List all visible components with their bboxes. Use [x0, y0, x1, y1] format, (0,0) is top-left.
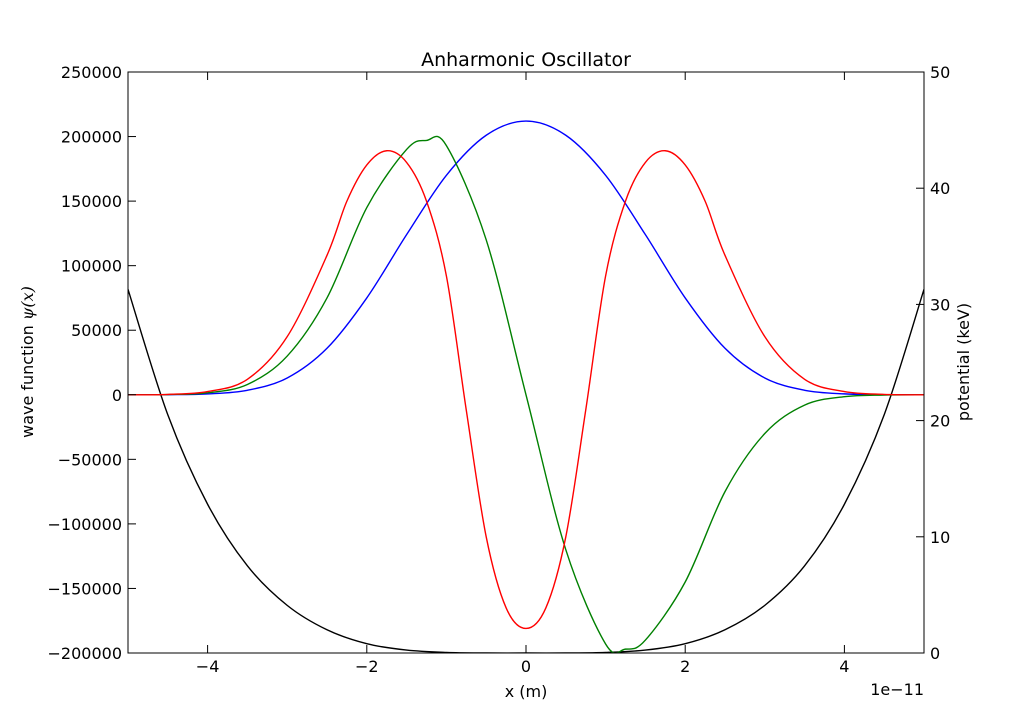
x-tick-label: 4: [839, 657, 849, 676]
x-tick-label: −2: [355, 657, 379, 676]
y-left-tick-label: 200000: [61, 128, 122, 147]
x-tick-label: −4: [196, 657, 220, 676]
y-left-tick-label: −150000: [48, 579, 122, 598]
y-right-tick-label: 0: [930, 644, 940, 663]
y-left-axis-title-math: ψ(x): [18, 286, 37, 320]
y-right-tick-label: 30: [930, 295, 950, 314]
y-left-axis-title: wave function ψ(x): [18, 286, 37, 438]
y-right-axis-ticks: 50 40 30 20 10 0: [916, 63, 950, 663]
y-left-axis-ticks: 250000 200000 150000 100000 50000 0 −50000 −100…: [48, 63, 136, 663]
y-right-tick-label: 50: [930, 63, 950, 82]
y-left-tick-label: 100000: [61, 257, 122, 276]
y-left-axis-title-text: wave function: [18, 320, 37, 438]
x-axis-title: x (m): [505, 682, 548, 701]
y-left-tick-label: 50000: [71, 321, 122, 340]
y-left-tick-label: 250000: [61, 63, 122, 82]
chart-title: Anharmonic Oscillator: [421, 49, 631, 71]
y-right-tick-label: 20: [930, 412, 950, 431]
wavefunction-first-excited: [128, 135, 924, 653]
potential-curve: [128, 289, 924, 653]
x-tick-label: 2: [680, 657, 690, 676]
y-left-tick-label: 150000: [61, 192, 122, 211]
y-right-tick-label: 10: [930, 528, 950, 547]
y-right-tick-label: 40: [930, 179, 950, 198]
y-left-tick-label: −50000: [58, 450, 122, 469]
y-right-axis-title: potential (keV): [954, 303, 973, 421]
x-offset-text: 1e−11: [870, 680, 924, 699]
y-left-tick-label: −100000: [48, 515, 122, 534]
y-left-tick-label: 0: [112, 386, 122, 405]
plot-curves: [128, 120, 924, 653]
wavefunction-ground-state: [128, 120, 924, 396]
wavefunction-second-excited: [128, 150, 924, 630]
x-axis-ticks: −4 −2 0 2 4: [196, 72, 849, 676]
x-tick-label: 0: [521, 657, 531, 676]
y-left-tick-label: −200000: [48, 644, 122, 663]
